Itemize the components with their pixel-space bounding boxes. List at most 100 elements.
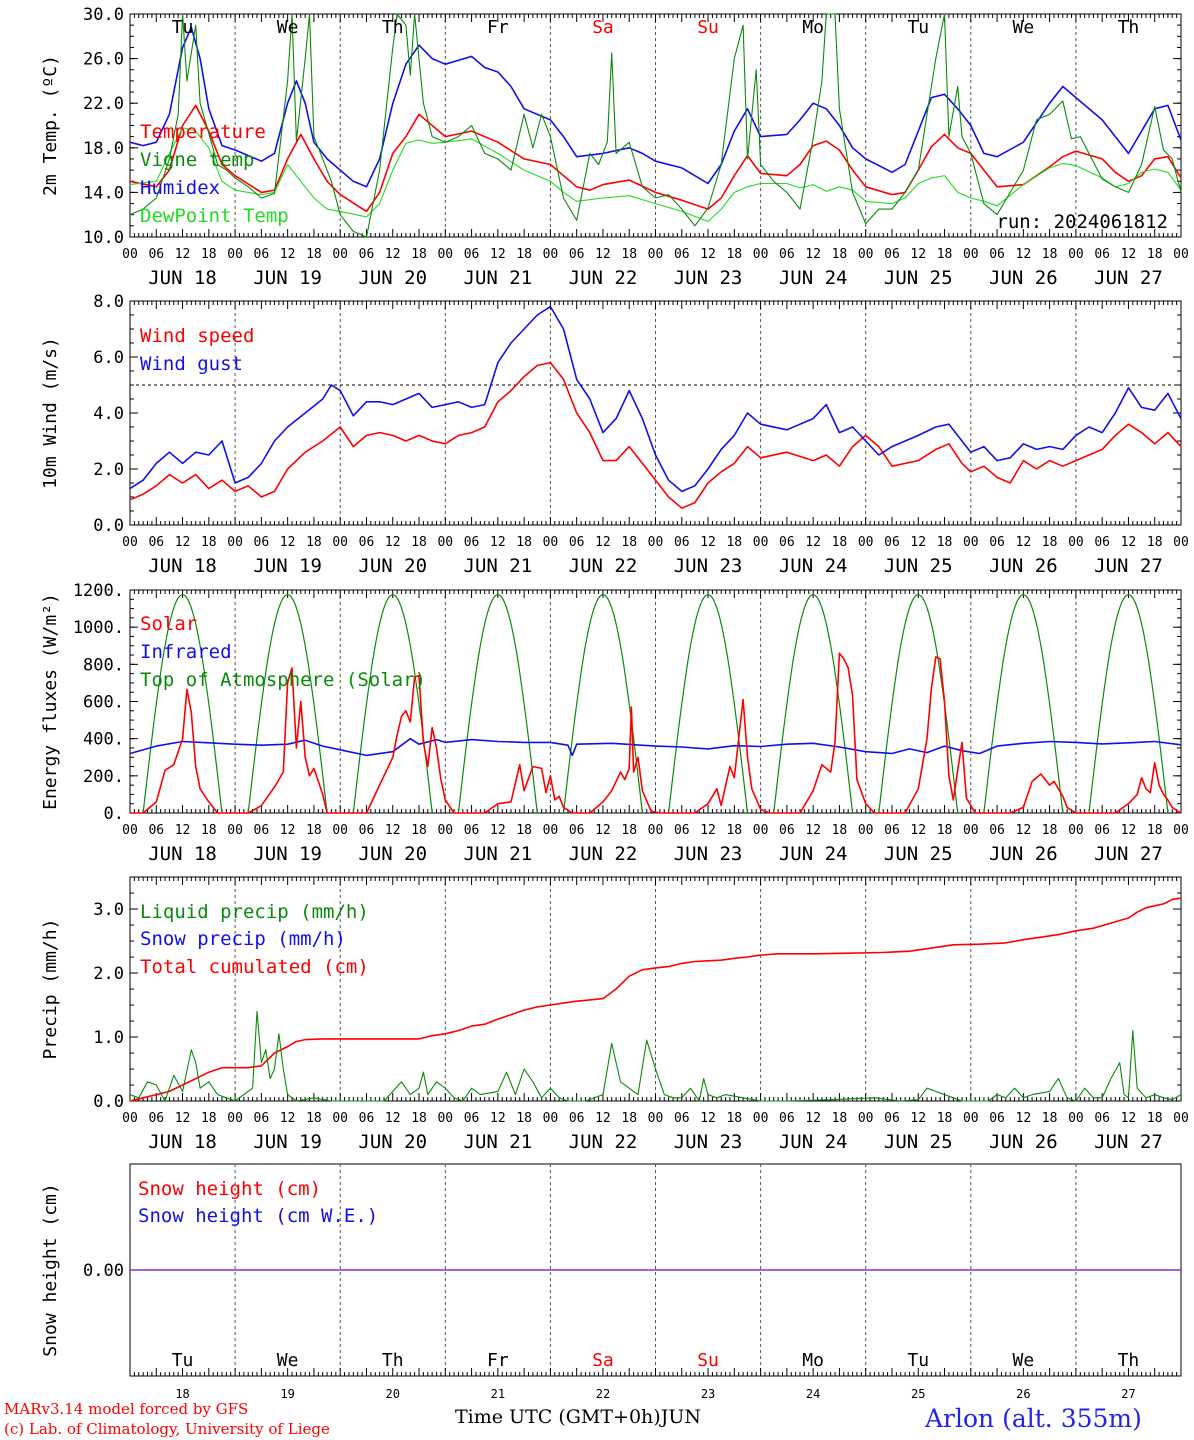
date-label: JUN 25 <box>884 1131 953 1153</box>
hour-tick-label: 06 <box>148 535 164 550</box>
hour-tick-label: 00 <box>648 1111 664 1126</box>
panel-snow: 0.00 Snow height (cm) Snow height (cm) Snow… <box>40 1163 1182 1401</box>
series-toa-solar-day <box>983 593 1064 814</box>
hour-tick-label: 18 <box>937 1111 953 1126</box>
hour-tick-label: 00 <box>437 247 453 262</box>
date-label: JUN 22 <box>569 267 638 289</box>
series-dewpoint-temp <box>129 127 1182 222</box>
day-name-label: Mo <box>802 1350 824 1371</box>
hour-tick-label: 06 <box>359 247 375 262</box>
hour-tick-label: 00 <box>1173 823 1189 838</box>
hour-tick-label: 18 <box>201 823 217 838</box>
hour-tick-label: 00 <box>122 535 138 550</box>
hour-tick-label: 00 <box>227 823 243 838</box>
date-label: JUN 25 <box>884 843 953 865</box>
date-label: JUN 19 <box>253 555 322 577</box>
series-wind-speed <box>129 361 1182 510</box>
panel-frame <box>129 589 1182 814</box>
hour-tick-label: 00 <box>1068 535 1084 550</box>
series-solar <box>130 652 1182 814</box>
date-number-label: 22 <box>596 1387 610 1401</box>
y-tick-label: 10.0 <box>83 228 124 248</box>
hour-tick-label: 06 <box>254 247 270 262</box>
hour-tick-label: 00 <box>648 535 664 550</box>
x-axis-month: JUN <box>660 1406 701 1428</box>
hour-tick-label: 00 <box>858 535 874 550</box>
hour-tick-label: 18 <box>1042 247 1058 262</box>
hour-tick-label: 00 <box>332 823 348 838</box>
hour-tick-label: 06 <box>989 823 1005 838</box>
series-temperature <box>129 104 1182 213</box>
hour-tick-label: 18 <box>306 823 322 838</box>
date-label: JUN 25 <box>884 267 953 289</box>
hour-tick-label: 18 <box>832 1111 848 1126</box>
hour-tick-label: 18 <box>516 535 532 550</box>
legend-entry: Snow height (cm W.E.) <box>138 1205 378 1227</box>
date-label: JUN 19 <box>253 843 322 865</box>
hour-tick-label: 18 <box>1147 535 1163 550</box>
hour-tick-label: 12 <box>490 535 506 550</box>
y-tick-label: 2.0 <box>93 964 124 984</box>
day-name-label: Tu <box>172 1350 194 1371</box>
hour-tick-label: 18 <box>937 823 953 838</box>
hour-tick-label: 12 <box>700 1111 716 1126</box>
hour-tick-label: 00 <box>437 823 453 838</box>
hour-tick-label: 06 <box>359 823 375 838</box>
series-toa-solar-day <box>1088 593 1169 814</box>
hour-tick-label: 18 <box>726 1111 742 1126</box>
hour-tick-label: 00 <box>332 247 348 262</box>
date-label: JUN 23 <box>674 1131 743 1153</box>
hour-tick-label: 12 <box>175 247 191 262</box>
hour-tick-label: 12 <box>1016 535 1032 550</box>
hour-tick-label: 06 <box>989 535 1005 550</box>
hour-tick-label: 18 <box>726 247 742 262</box>
hour-tick-label: 12 <box>280 1111 296 1126</box>
hour-tick-label: 00 <box>437 535 453 550</box>
hour-tick-label: 00 <box>543 535 559 550</box>
hour-tick-label: 06 <box>464 535 480 550</box>
day-name-label: Fr <box>487 1350 509 1371</box>
hour-tick-label: 18 <box>1042 823 1058 838</box>
series-toa-solar-day <box>142 593 223 814</box>
date-number-label: 24 <box>806 1387 820 1401</box>
date-number-label: 20 <box>386 1387 400 1401</box>
hour-tick-label: 12 <box>805 823 821 838</box>
legend-entry: Solar <box>140 613 197 635</box>
hour-tick-label: 18 <box>516 823 532 838</box>
hour-tick-label: 12 <box>700 823 716 838</box>
hour-tick-label: 06 <box>779 823 795 838</box>
y-tick-label: 800. <box>83 655 124 675</box>
hour-tick-label: 18 <box>1147 823 1163 838</box>
hour-tick-label: 18 <box>726 823 742 838</box>
hour-tick-label: 18 <box>516 1111 532 1126</box>
hour-tick-label: 12 <box>1121 1111 1137 1126</box>
date-number-label: 26 <box>1016 1387 1030 1401</box>
hour-tick-label: 00 <box>227 247 243 262</box>
hour-tick-label: 18 <box>411 535 427 550</box>
y-tick-label: 0. <box>104 804 124 824</box>
date-number-label: 21 <box>491 1387 505 1401</box>
hour-tick-label: 06 <box>569 247 585 262</box>
hour-tick-label: 18 <box>832 247 848 262</box>
date-label: JUN 27 <box>1094 1131 1163 1153</box>
date-label: JUN 21 <box>464 267 533 289</box>
series-liquid-precip-mm-h- <box>129 1010 1182 1102</box>
day-name-label: Th <box>1118 17 1140 38</box>
legend-entry: DewPoint Temp <box>140 205 289 227</box>
series-toa-solar-day <box>773 593 854 814</box>
day-name-label: Su <box>697 1350 719 1371</box>
hour-tick-label: 12 <box>385 535 401 550</box>
date-label: JUN 25 <box>884 555 953 577</box>
panel-frame <box>129 300 1182 526</box>
hour-tick-label: 06 <box>779 247 795 262</box>
legend-entry: Infrared <box>140 641 232 663</box>
legend-entry: Total cumulated (cm) <box>140 956 369 978</box>
hour-tick-label: 12 <box>910 535 926 550</box>
hour-tick-label: 00 <box>122 1111 138 1126</box>
hour-tick-label: 18 <box>201 247 217 262</box>
hour-tick-label: 06 <box>254 823 270 838</box>
hour-tick-label: 06 <box>674 1111 690 1126</box>
hour-tick-label: 06 <box>464 247 480 262</box>
hour-tick-label: 06 <box>1094 1111 1110 1126</box>
